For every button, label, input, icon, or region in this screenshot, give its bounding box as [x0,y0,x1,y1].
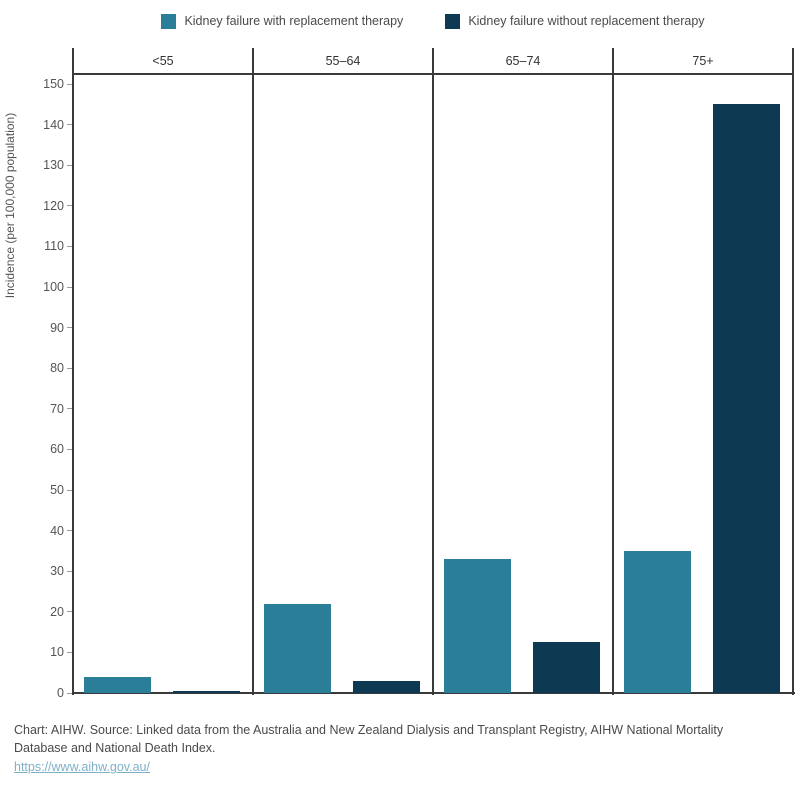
legend-swatch-without-replacement-icon [445,13,461,29]
y-tick-mark-150 [67,83,73,85]
y-tick-label-130: 130 [43,158,64,173]
x-axis-line [73,692,795,694]
legend-item-with-replacement[interactable]: Kidney failure with replacement therapy [161,13,404,29]
source-attribution: Chart: AIHW. Source: Linked data from th… [14,723,724,756]
y-tick-label-50: 50 [50,483,64,497]
bar-without-replacement-55–64[interactable] [353,680,420,693]
bar-without-replacement-65–74[interactable] [533,642,600,693]
y-tick-mark-120 [67,205,73,207]
panel-divider-2 [432,48,434,695]
y-tick-mark-130 [67,164,73,166]
y-tick-label-30: 30 [50,564,64,579]
panel-header-<55: <55 [152,54,174,68]
y-tick-mark-50 [67,489,73,491]
y-tick-mark-80 [67,367,73,369]
y-tick-mark-70 [67,408,73,410]
header-bottom-line [73,73,793,75]
bar-without-replacement-<55[interactable] [173,690,240,693]
y-tick-label-0: 0 [57,686,64,700]
panel-header-75+: 75+ [692,54,714,68]
y-tick-mark-100 [67,286,73,288]
y-axis-title: Incidence (per 100,000 population) [3,112,17,299]
y-tick-mark-40 [67,530,73,532]
y-tick-mark-10 [67,651,73,653]
bar-with-replacement-55–64[interactable] [264,603,331,693]
y-tick-label-150: 150 [43,77,64,91]
chart-legend: Kidney failure with replacement therapy … [73,6,793,36]
legend-item-without-replacement[interactable]: Kidney failure without replacement thera… [445,13,705,29]
legend-swatch-with-replacement-icon [161,13,177,29]
panel-divider-3 [612,48,614,695]
panel-divider-1 [252,48,254,695]
y-tick-label-90: 90 [50,320,64,335]
y-tick-label-120: 120 [43,198,64,213]
y-tick-label-110: 110 [44,239,64,254]
y-tick-mark-60 [67,448,73,450]
panel-header-55–64: 55–64 [325,54,361,68]
panel-divider-4 [792,48,794,695]
y-tick-label-60: 60 [50,442,64,457]
source-link[interactable]: https://www.aihw.gov.au/ [14,760,150,775]
y-tick-label-70: 70 [50,401,64,416]
bar-with-replacement-<55[interactable] [84,676,151,693]
panel-divider-0 [72,48,74,695]
legend-label-with-replacement: Kidney failure with replacement therapy [184,14,404,28]
y-tick-mark-20 [67,611,73,613]
bar-with-replacement-65–74[interactable] [444,559,511,693]
y-tick-mark-90 [67,327,73,329]
y-tick-label-100: 100 [43,280,64,294]
bar-chart: Incidence (per 100,000 population) 0 10 20… [3,48,795,700]
y-tick-mark-110 [67,245,73,247]
y-tick-mark-30 [67,570,73,572]
bar-without-replacement-75+[interactable] [713,104,780,693]
y-tick-label-20: 20 [50,604,64,619]
legend-label-without-replacement: Kidney failure without replacement thera… [468,14,705,28]
footer: Chart: AIHW. Source: Linked data from th… [14,721,746,776]
y-tick-label-10: 10 [50,645,64,660]
panel-header-65–74: 65–74 [505,54,541,68]
y-tick-mark-0 [67,692,73,694]
y-tick-mark-140 [67,124,73,126]
y-tick-label-140: 140 [43,117,64,132]
y-tick-label-40: 40 [50,523,64,538]
y-tick-label-80: 80 [50,361,64,376]
bar-with-replacement-75+[interactable] [624,550,691,693]
